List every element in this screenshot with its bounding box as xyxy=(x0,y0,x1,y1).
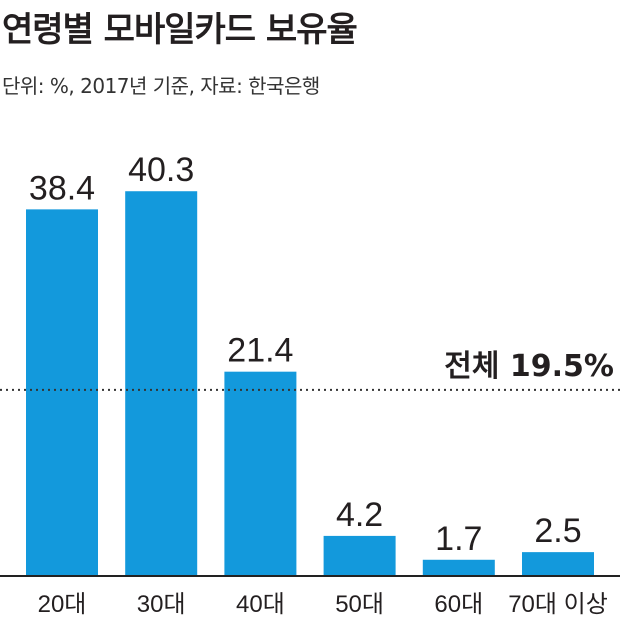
bar xyxy=(422,559,495,576)
data-label: 4.2 xyxy=(336,496,383,534)
bar xyxy=(26,209,98,576)
bar xyxy=(522,552,594,576)
category-label: 20대 xyxy=(38,591,87,618)
category-label: 40대 xyxy=(236,591,285,618)
data-label: 21.4 xyxy=(227,332,293,370)
chart-title: 연령별 모바일카드 보유율 xyxy=(2,10,358,50)
category-label: 70대 이상 xyxy=(508,591,608,618)
data-label: 38.4 xyxy=(29,169,95,207)
bar xyxy=(125,191,198,576)
chart-subtitle: 단위: %, 2017년 기준, 자료: 한국은행 xyxy=(2,74,320,98)
category-label: 50대 xyxy=(335,591,384,618)
category-label: 30대 xyxy=(137,591,186,618)
data-label: 2.5 xyxy=(534,512,581,550)
data-label: 1.7 xyxy=(435,520,482,558)
bar xyxy=(224,371,297,576)
reference-line-label: 전체 19.5% xyxy=(444,349,614,384)
bar xyxy=(323,535,396,576)
data-label: 40.3 xyxy=(128,151,194,189)
category-label: 60대 xyxy=(434,591,483,618)
